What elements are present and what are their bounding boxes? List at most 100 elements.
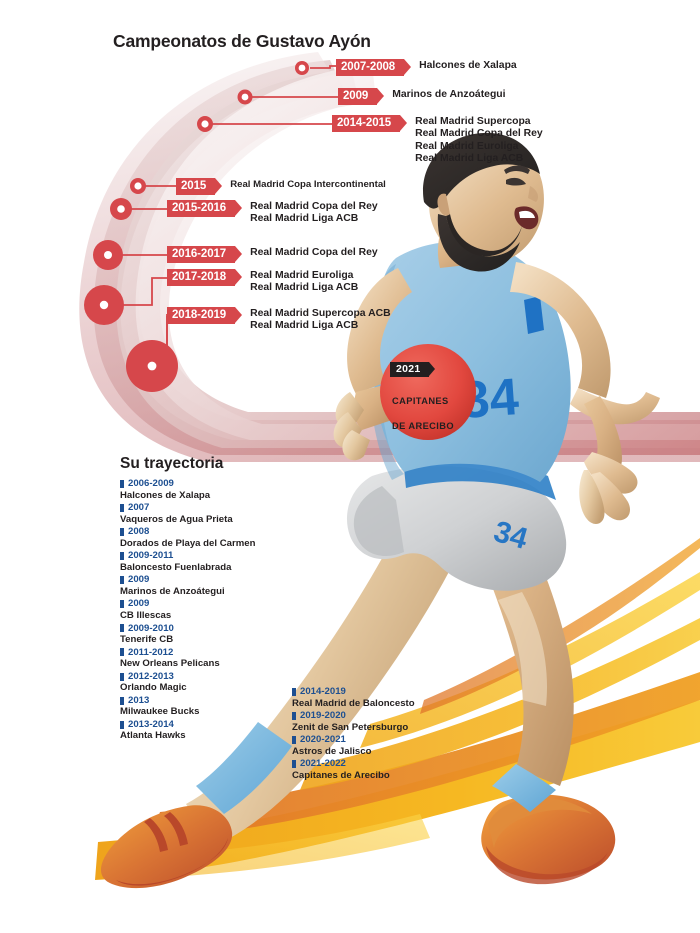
list-item[interactable]: 2013 Milwaukee Bucks xyxy=(120,695,255,718)
trayectoria-team: CB Illescas xyxy=(120,609,172,621)
bullet-square-icon xyxy=(120,527,124,536)
trayectoria-team: Dorados de Playa del Carmen xyxy=(120,537,256,549)
trayectoria-year: 2014-2019 xyxy=(292,686,415,698)
trayectoria-team: Milwaukee Bucks xyxy=(120,706,200,718)
timeline-year-badge: 2014-2015 xyxy=(332,115,408,132)
trayectoria-year: 2008 xyxy=(120,526,255,538)
list-item[interactable]: 2009 Marinos de Anzoátegui xyxy=(120,574,255,597)
bullet-square-icon xyxy=(120,720,124,729)
list-item[interactable]: 2012-2013 Orlando Magic xyxy=(120,671,255,694)
timeline-title-line: Real Madrid Liga ACB xyxy=(415,153,524,165)
bullet-square-icon xyxy=(292,711,296,720)
list-item[interactable]: 2007 Vaqueros de Agua Prieta xyxy=(120,502,255,525)
timeline-titles: Real Madrid Supercopa Real Madrid Copa d… xyxy=(415,115,543,166)
bullet-square-icon xyxy=(120,624,124,633)
timeline-title-line: Real Madrid Liga ACB xyxy=(250,213,359,225)
trayectoria-team: Capitanes de Arecibo xyxy=(292,769,390,781)
trayectoria-team: New Orleans Pelicans xyxy=(120,658,220,670)
trayectoria-team: Orlando Magic xyxy=(120,682,187,694)
trayectoria-team: Real Madrid de Baloncesto xyxy=(292,697,415,709)
timeline-titles: Real Madrid Copa Intercontinental xyxy=(230,179,386,190)
list-item[interactable]: 2014-2019 Real Madrid de Baloncesto xyxy=(292,686,415,709)
bullet-square-icon xyxy=(120,576,124,585)
timeline-title-line: Real Madrid Liga ACB xyxy=(250,282,359,294)
ball-year-badge: 2021 xyxy=(390,362,435,377)
timeline-markers xyxy=(84,61,309,392)
trayectoria-heading: Su trayectoria xyxy=(120,455,224,472)
bullet-square-icon xyxy=(120,479,124,488)
timeline-titles: Real Madrid Copa del Rey Real Madrid Lig… xyxy=(250,200,378,226)
trayectoria-team: Zenit de San Petersburgo xyxy=(292,721,409,733)
list-item[interactable]: 2019-2020 Zenit de San Petersburgo xyxy=(292,710,415,733)
trayectoria-year: 2009-2010 xyxy=(120,623,255,635)
trayectoria-year: 2009 xyxy=(120,598,255,610)
list-item[interactable]: 2009 CB Illescas xyxy=(120,598,255,621)
trayectoria-year: 2011-2012 xyxy=(120,647,255,659)
ball-team-line2: DE ARECIBO xyxy=(392,420,455,431)
list-item[interactable]: 2009-2011 Baloncesto Fuenlabrada xyxy=(120,550,255,573)
timeline-entry-2009[interactable]: 2009 Marinos de Anzoátegui xyxy=(338,88,506,105)
timeline-year-badge: 2016-2017 xyxy=(167,246,243,263)
bullet-square-icon xyxy=(120,503,124,512)
trayectoria-team: Baloncesto Fuenlabrada xyxy=(120,561,232,573)
trayectoria-year: 2009 xyxy=(120,574,255,586)
timeline-titles: Real Madrid Supercopa ACB Real Madrid Li… xyxy=(250,307,391,333)
timeline-title-line: Real Madrid Supercopa ACB xyxy=(250,308,391,319)
timeline-title-line: Real Madrid Supercopa xyxy=(415,116,531,127)
bullet-square-icon xyxy=(292,687,296,696)
trayectoria-year: 2013-2014 xyxy=(120,719,255,731)
trayectoria-right-column: 2014-2019 Real Madrid de Baloncesto 2019… xyxy=(292,686,415,782)
timeline-title-line: Real Madrid Copa del Rey xyxy=(250,201,378,212)
trayectoria-team: Astros de Jalisco xyxy=(292,745,372,757)
timeline-year-badge: 2015 xyxy=(176,178,223,195)
timeline-titles: Real Madrid Copa del Rey xyxy=(250,247,378,258)
timeline-title-line: Real Madrid Copa del Rey xyxy=(415,128,543,140)
timeline-entry-2014-2015[interactable]: 2014-2015 Real Madrid Supercopa Real Mad… xyxy=(332,115,543,166)
bullet-square-icon xyxy=(120,552,124,561)
list-item[interactable]: 2013-2014 Atlanta Hawks xyxy=(120,719,255,742)
trayectoria-team: Marinos de Anzoátegui xyxy=(120,585,225,597)
trayectoria-year: 2013 xyxy=(120,695,255,707)
timeline-titles: Marinos de Anzoátegui xyxy=(392,89,506,100)
svg-text:34: 34 xyxy=(459,368,521,430)
timeline-year-badge: 2018-2019 xyxy=(167,307,243,324)
page-title: Campeonatos de Gustavo Ayón xyxy=(113,31,371,51)
bullet-square-icon xyxy=(292,735,296,744)
trayectoria-year: 2019-2020 xyxy=(292,710,415,722)
timeline-year-badge: 2007-2008 xyxy=(336,59,412,76)
list-item[interactable]: 2006-2009 Halcones de Xalapa xyxy=(120,478,255,501)
ball-team-line1: CAPITANES xyxy=(392,395,449,406)
list-item[interactable]: 2009-2010 Tenerife CB xyxy=(120,623,255,646)
timeline-entry-2016-2017[interactable]: 2016-2017 Real Madrid Copa del Rey xyxy=(167,246,378,263)
trayectoria-left-column: 2006-2009 Halcones de Xalapa 2007 Vaquer… xyxy=(120,478,255,743)
ball-team-label: CAPITANES DE ARECIBO xyxy=(392,382,454,445)
timeline-entry-2007-2008[interactable]: 2007-2008 Halcones de Xalapa xyxy=(336,59,517,76)
trayectoria-year: 2020-2021 xyxy=(292,734,415,746)
bullet-square-icon xyxy=(292,760,296,769)
timeline-entry-2018-2019[interactable]: 2018-2019 Real Madrid Supercopa ACB Real… xyxy=(167,307,391,333)
bullet-square-icon xyxy=(120,648,124,657)
timeline-year-badge: 2015-2016 xyxy=(167,200,243,217)
trayectoria-year: 2021-2022 xyxy=(292,758,415,770)
list-item[interactable]: 2008 Dorados de Playa del Carmen xyxy=(120,526,255,549)
trayectoria-team: Tenerife CB xyxy=(120,634,174,646)
trayectoria-year: 2009-2011 xyxy=(120,550,255,562)
trayectoria-year: 2007 xyxy=(120,502,255,514)
timeline-year-badge: 2017-2018 xyxy=(167,269,243,286)
trayectoria-team: Vaqueros de Agua Prieta xyxy=(120,513,233,525)
list-item[interactable]: 2011-2012 New Orleans Pelicans xyxy=(120,647,255,670)
timeline-year-badge: 2009 xyxy=(338,88,385,105)
timeline-title-line: Real Madrid Liga ACB xyxy=(250,320,359,332)
list-item[interactable]: 2021-2022 Capitanes de Arecibo xyxy=(292,758,415,781)
timeline-entry-2015-2016[interactable]: 2015-2016 Real Madrid Copa del Rey Real … xyxy=(167,200,378,226)
bullet-square-icon xyxy=(120,672,124,681)
trayectoria-year: 2006-2009 xyxy=(120,478,255,490)
bullet-square-icon xyxy=(120,600,124,609)
trayectoria-team: Atlanta Hawks xyxy=(120,730,186,742)
list-item[interactable]: 2020-2021 Astros de Jalisco xyxy=(292,734,415,757)
timeline-entry-2017-2018[interactable]: 2017-2018 Real Madrid Euroliga Real Madr… xyxy=(167,269,358,295)
timeline-entry-2015[interactable]: 2015 Real Madrid Copa Intercontinental xyxy=(176,178,386,195)
timeline-title-line: Real Madrid Euroliga xyxy=(250,270,354,281)
timeline-titles: Halcones de Xalapa xyxy=(419,60,517,71)
